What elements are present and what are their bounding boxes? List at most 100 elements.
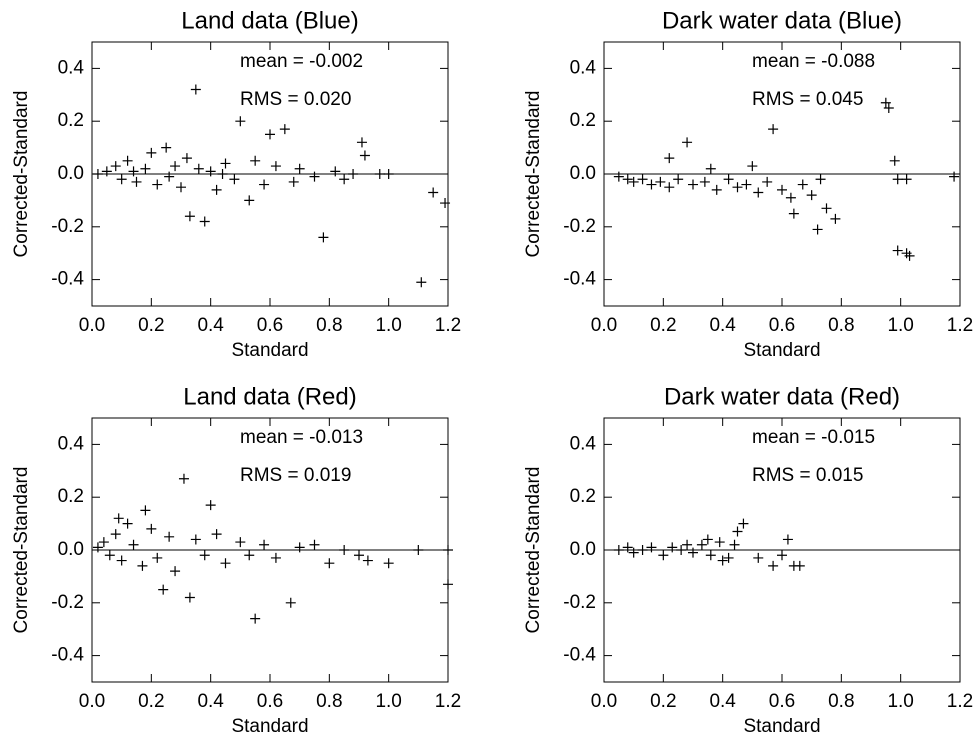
point (211, 529, 222, 540)
x-tick-label: 0.0 (591, 315, 617, 336)
point (244, 550, 255, 561)
point (622, 542, 633, 553)
x-tick-label: 0.4 (709, 691, 736, 712)
point (309, 171, 320, 182)
point (628, 547, 639, 558)
point (131, 176, 142, 187)
point (250, 613, 261, 624)
point (637, 174, 648, 185)
y-tick-label: -0.4 (51, 269, 84, 290)
point (741, 179, 752, 190)
point (146, 147, 157, 158)
point (235, 537, 246, 548)
x-tick-label: 0.2 (650, 315, 676, 336)
point (137, 560, 148, 571)
point (176, 182, 186, 193)
x-tick-label: 1.2 (947, 691, 973, 712)
point (113, 513, 124, 524)
x-tick-label: 0.6 (769, 315, 795, 336)
point (294, 163, 305, 174)
point (646, 179, 657, 190)
point (356, 137, 367, 148)
point (211, 184, 222, 195)
point (753, 552, 764, 563)
annotation: RMS = 0.020 (240, 89, 351, 110)
point (682, 539, 693, 550)
x-axis-label: Standard (231, 716, 308, 737)
x-tick-label: 1.0 (375, 315, 401, 336)
point (806, 190, 817, 201)
point (664, 153, 675, 164)
point (655, 176, 666, 187)
chart-title: Land data (Red) (183, 383, 356, 410)
point (637, 545, 648, 555)
annotation: mean = -0.002 (240, 51, 363, 72)
point (812, 224, 823, 235)
point (128, 166, 139, 177)
point (220, 158, 231, 169)
y-tick-label: -0.4 (563, 269, 596, 290)
point (217, 169, 228, 179)
y-axis-label: Corrected-Standard (11, 91, 32, 258)
point (161, 142, 172, 153)
point (205, 166, 216, 177)
x-tick-label: 0.8 (316, 691, 342, 712)
y-tick-label: 0.4 (58, 57, 85, 78)
point (440, 198, 451, 209)
y-tick-label: 0.0 (570, 163, 596, 184)
point (699, 176, 710, 187)
point (428, 187, 439, 198)
point (658, 550, 669, 561)
point (904, 250, 915, 261)
point (170, 161, 181, 172)
point (164, 531, 175, 542)
annotation: RMS = 0.019 (240, 465, 351, 486)
x-tick-label: 0.4 (709, 315, 736, 336)
x-tick-label: 1.0 (887, 691, 913, 712)
point (164, 171, 175, 182)
point (348, 169, 359, 179)
y-tick-label: -0.2 (51, 592, 84, 613)
point (628, 176, 639, 187)
point (235, 116, 246, 127)
point (190, 534, 201, 545)
annotation: mean = -0.013 (240, 427, 363, 448)
point (122, 155, 133, 166)
point (259, 179, 270, 190)
point (688, 547, 698, 558)
point (762, 176, 773, 187)
x-axis-label: Standard (743, 716, 820, 737)
point (723, 552, 734, 563)
point (259, 539, 270, 550)
point (901, 174, 912, 185)
annotation: RMS = 0.015 (752, 465, 863, 486)
point (723, 174, 734, 185)
point (768, 124, 779, 135)
point (104, 550, 115, 561)
point (339, 174, 350, 185)
point (738, 518, 749, 529)
point (92, 542, 103, 553)
point (667, 542, 678, 553)
point (777, 184, 787, 195)
point (702, 534, 713, 545)
point (152, 552, 163, 563)
point (777, 550, 787, 561)
point (682, 137, 693, 148)
point (128, 539, 139, 550)
y-tick-label: 0.0 (58, 163, 84, 184)
point (110, 529, 121, 540)
point (889, 155, 900, 166)
point (673, 174, 684, 185)
point (797, 179, 808, 190)
point (892, 245, 903, 256)
point (354, 550, 364, 561)
y-tick-label: 0.2 (58, 110, 84, 131)
point (190, 84, 201, 95)
point (270, 161, 281, 172)
point (184, 211, 195, 222)
y-tick-label: 0.0 (570, 539, 596, 560)
chart-title: Land data (Blue) (181, 7, 358, 34)
x-tick-label: 0.0 (79, 315, 105, 336)
